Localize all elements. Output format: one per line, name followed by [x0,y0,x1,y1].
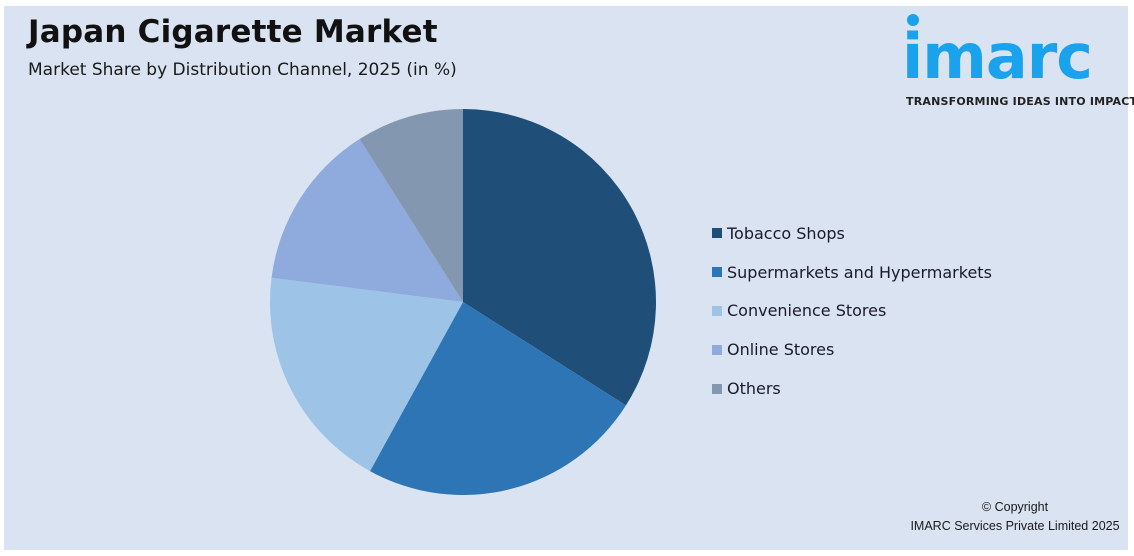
legend-item-tobacco-shops: Tobacco Shops [712,214,992,253]
copyright-line-1: © Copyright [981,500,1049,514]
pie-chart [269,109,656,495]
pie-slice-convenience-stores [269,277,463,472]
legend-label: Tobacco Shops [727,223,845,243]
imarc-logo: imarc TRANSFORMING IDEAS INTO IMPACT [900,10,1134,110]
pie-slice-tobacco-shops [463,109,656,406]
chart-subtitle: Market Share by Distribution Channel, 20… [28,60,457,80]
pie-slice-online-stores [271,139,463,302]
chart-title: Japan Cigarette Market [28,14,438,50]
pie-slice-others [359,109,463,302]
legend-swatch [712,383,722,394]
chart-legend: Tobacco Shops Supermarkets and Hypermark… [712,214,992,408]
legend-item-online-stores: Online Stores [712,330,992,369]
legend-swatch [712,228,722,239]
legend-item-convenience-stores: Convenience Stores [712,292,992,331]
legend-swatch [712,305,722,316]
legend-item-supermarkets: Supermarkets and Hypermarkets [712,253,992,292]
legend-label: Convenience Stores [727,301,887,321]
legend-swatch [712,267,722,278]
legend-label: Supermarkets and Hypermarkets [727,262,992,282]
legend-label: Online Stores [727,340,835,360]
legend-item-others: Others [712,369,992,408]
copyright-line-2: IMARC Services Private Limited 2025 [910,519,1120,533]
legend-swatch [712,344,722,355]
legend-label: Others [727,379,781,399]
logo-dot-icon [907,14,919,26]
pie-slice-supermarkets-and-hypermarkets [370,302,626,495]
logo-tagline: TRANSFORMING IDEAS INTO IMPACT [906,95,1134,108]
logo-wordmark: imarc [902,20,1093,93]
copyright-notice: © Copyright IMARC Services Private Limit… [900,498,1130,536]
